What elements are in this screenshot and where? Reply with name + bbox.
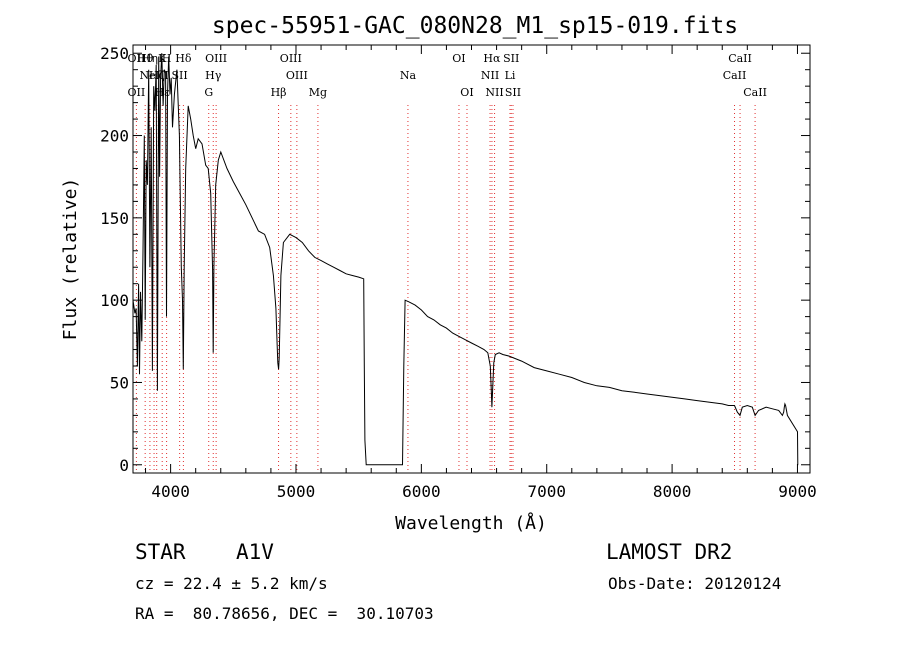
line-marker-label: Hθ [137, 52, 154, 65]
line-marker-label: OII [128, 52, 146, 65]
line-marker-label: OIII [286, 69, 308, 82]
line-marker-label: CaII [723, 69, 747, 82]
spectrum-chart: spec-55951-GAC_080N28_M1_sp15-019.fits O… [60, 13, 817, 534]
line-marker-label: OI [452, 52, 465, 65]
line-marker-label: K [158, 52, 167, 65]
line-marker-label: NII [485, 86, 503, 99]
line-marker-label: SII [503, 52, 519, 65]
x-tick-label: 8000 [653, 482, 692, 501]
x-tick-label: 5000 [277, 482, 316, 501]
y-tick-label: 0 [119, 456, 129, 475]
line-marker-label: H [162, 52, 172, 65]
spectral-subclass-label: A1V [236, 540, 274, 564]
x-axis: 4000 5000 6000 7000 8000 9000 [145, 45, 817, 501]
line-marker-label: Hγ [205, 69, 222, 82]
y-tick-label: 200 [100, 127, 129, 146]
line-marker-label: OIII [280, 52, 302, 65]
x-tick-label: 7000 [527, 482, 566, 501]
x-tick-label: 6000 [402, 482, 441, 501]
obs-date-text: Obs-Date: 20120124 [608, 574, 782, 593]
line-marker-label: OIII [205, 52, 227, 65]
y-tick-label: 50 [110, 373, 129, 392]
line-marker-label: Hδ [175, 52, 192, 65]
emission-line-markers: OIIOIIHθHηNeIIIHζKHεHSIIHδGHγOIIIHβOIIIO… [128, 52, 767, 473]
object-type-label: STAR [135, 540, 186, 564]
line-marker-label: Hα [483, 52, 501, 65]
line-marker-label: OII [128, 86, 146, 99]
spectrum-series-line [132, 53, 799, 466]
line-marker-label: Hβ [271, 86, 287, 99]
line-marker-label: Mg [309, 86, 327, 99]
y-tick-label: 150 [100, 209, 129, 228]
line-marker-label: CaII [743, 86, 767, 99]
line-marker-label: SII [505, 86, 521, 99]
coordinates-text: RA = 80.78656, DEC = 30.10703 [135, 604, 434, 623]
line-marker-label: OI [460, 86, 473, 99]
plot-frame [132, 44, 811, 474]
line-marker-label: G [204, 86, 213, 99]
y-axis-label: Flux (relative) [60, 178, 81, 341]
survey-label: LAMOST DR2 [606, 540, 733, 564]
line-marker-label: Hη [142, 52, 158, 65]
y-tick-label: 100 [100, 291, 129, 310]
x-tick-label: 4000 [151, 482, 190, 501]
line-marker-label: SII [172, 69, 188, 82]
y-tick-label: 250 [100, 44, 129, 63]
line-marker-label: NII [481, 69, 499, 82]
line-marker-label: Na [400, 69, 417, 82]
x-tick-label: 9000 [778, 482, 817, 501]
line-marker-label: Li [505, 69, 516, 82]
x-axis-label: Wavelength (Å) [395, 512, 547, 534]
redshift-text: cz = 22.4 ± 5.2 km/s [135, 574, 328, 593]
y-axis: 0 50 100 150 200 250 [100, 44, 810, 475]
chart-title: spec-55951-GAC_080N28_M1_sp15-019.fits [212, 13, 738, 39]
line-marker-label: CaII [728, 52, 752, 65]
